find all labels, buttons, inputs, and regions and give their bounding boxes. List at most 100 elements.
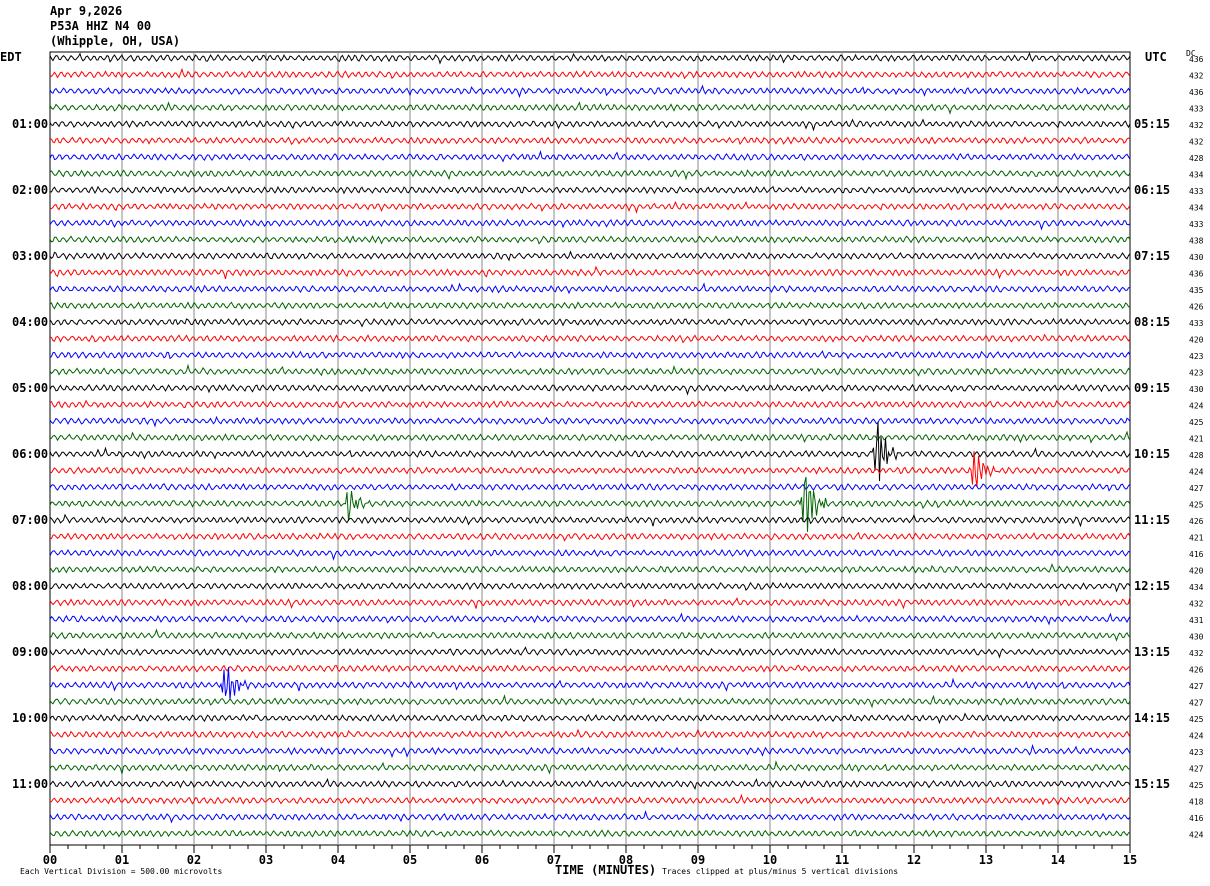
x-tick-label: 05 — [403, 853, 417, 867]
edt-hour-label: 05:00 — [12, 381, 48, 395]
dc-offset-value: 426 — [1189, 517, 1204, 526]
scale-note: Each Vertical Division = 500.00 microvol… — [20, 867, 222, 876]
seismic-trace — [49, 482, 1131, 492]
utc-hour-label: 08:15 — [1134, 315, 1170, 329]
x-tick-label: 01 — [115, 853, 129, 867]
dc-offset-value: 426 — [1189, 303, 1204, 312]
dc-offset-value: 430 — [1189, 253, 1204, 262]
dc-offset-value: 425 — [1189, 501, 1204, 510]
seismic-trace — [49, 646, 1131, 659]
dc-offset-value: 433 — [1189, 105, 1204, 114]
seismic-trace — [49, 363, 1131, 377]
seismic-trace — [49, 67, 1131, 80]
seismic-trace — [49, 777, 1131, 791]
dc-offset-value: 430 — [1189, 385, 1204, 394]
seismic-trace — [49, 581, 1131, 593]
seismic-trace — [49, 809, 1131, 824]
dc-offset-value: 424 — [1189, 831, 1204, 840]
seismic-trace — [49, 169, 1131, 181]
edt-hour-label: 03:00 — [12, 249, 48, 263]
edt-hour-label: 01:00 — [12, 117, 48, 131]
utc-hour-label: 13:15 — [1134, 645, 1170, 659]
seismic-trace — [49, 101, 1131, 115]
dc-offset-value: 420 — [1189, 336, 1204, 345]
utc-hour-label: 05:15 — [1134, 117, 1170, 131]
x-tick-label: 11 — [835, 853, 849, 867]
plot-frame — [49, 51, 1131, 846]
seismic-trace — [49, 612, 1131, 626]
x-tick-label: 12 — [907, 853, 921, 867]
utc-hour-label: 10:15 — [1134, 447, 1170, 461]
edt-hour-label: 10:00 — [12, 711, 48, 725]
x-tick-label: 10 — [763, 853, 777, 867]
dc-offset-value: 430 — [1189, 633, 1204, 642]
seismic-trace — [49, 317, 1131, 328]
dc-offset-value: 416 — [1189, 814, 1204, 823]
dc-offset-value: 416 — [1189, 550, 1204, 559]
dc-offset-value: 432 — [1189, 649, 1204, 658]
x-tick-label: 03 — [259, 853, 273, 867]
x-tick-label: 09 — [691, 853, 705, 867]
seismic-trace — [49, 667, 1131, 701]
date-label: Apr 9,2026 — [50, 4, 123, 18]
dc-offset-value: 434 — [1189, 204, 1204, 213]
dc-offset-value: 427 — [1189, 699, 1204, 708]
dc-offset-value: 421 — [1189, 435, 1204, 444]
seismic-trace — [49, 383, 1131, 396]
x-tick-label: 07 — [547, 853, 561, 867]
dc-offset-value: 423 — [1189, 369, 1204, 378]
seismic-trace — [49, 118, 1131, 132]
dc-offset-value: 423 — [1189, 748, 1204, 757]
utc-hour-label: 07:15 — [1134, 249, 1170, 263]
dc-offset-value: 433 — [1189, 319, 1204, 328]
seismic-trace — [49, 628, 1131, 642]
dc-offset-value: 424 — [1189, 732, 1204, 741]
seismic-trace — [49, 200, 1131, 215]
x-tick-label: 00 — [43, 853, 57, 867]
dc-offset-value: 425 — [1189, 715, 1204, 724]
x-tick-label: 06 — [475, 853, 489, 867]
seismic-trace — [49, 430, 1131, 444]
dc-offset-value: 424 — [1189, 468, 1204, 477]
seismic-trace — [49, 350, 1131, 360]
dc-offset-value: 425 — [1189, 781, 1204, 790]
seismic-trace — [49, 421, 1131, 482]
dc-offset-value: 431 — [1189, 616, 1204, 625]
dc-header: DC — [1186, 49, 1196, 58]
right-timezone-label: UTC — [1145, 50, 1167, 64]
dc-offset-value: 424 — [1189, 402, 1204, 411]
seismic-trace — [49, 476, 1131, 532]
edt-hour-label: 09:00 — [12, 645, 48, 659]
seismic-trace — [49, 596, 1131, 610]
edt-hour-label: 06:00 — [12, 447, 48, 461]
seismic-trace — [49, 829, 1131, 838]
seismic-trace — [49, 664, 1131, 673]
x-tick-label: 02 — [187, 853, 201, 867]
dc-offset-value: 432 — [1189, 121, 1204, 130]
dc-offset-value: 438 — [1189, 237, 1204, 246]
dc-offset-value: 418 — [1189, 798, 1204, 807]
x-tick-label: 13 — [979, 853, 993, 867]
seismic-trace — [49, 548, 1131, 561]
seismic-trace — [49, 84, 1131, 99]
dc-offset-value: 433 — [1189, 220, 1204, 229]
dc-offset-value: 433 — [1189, 187, 1204, 196]
dc-offset-value: 423 — [1189, 352, 1204, 361]
seismic-trace — [49, 531, 1131, 542]
dc-offset-value: 426 — [1189, 666, 1204, 675]
seismic-trace — [49, 235, 1131, 245]
dc-offset-value: 427 — [1189, 765, 1204, 774]
x-tick-label: 15 — [1123, 853, 1137, 867]
edt-hour-label: 04:00 — [12, 315, 48, 329]
x-axis-title: TIME (MINUTES) — [555, 863, 656, 877]
utc-hour-label: 12:15 — [1134, 579, 1170, 593]
clip-note: Traces clipped at plus/minus 5 vertical … — [662, 867, 898, 876]
utc-hour-label: 15:15 — [1134, 777, 1170, 791]
seismic-trace — [49, 694, 1131, 709]
seismic-trace — [49, 760, 1131, 775]
dc-offset-value: 428 — [1189, 154, 1204, 163]
dc-offset-value: 432 — [1189, 138, 1204, 147]
dc-offset-value: 436 — [1189, 270, 1204, 279]
dc-offset-value: 432 — [1189, 72, 1204, 81]
